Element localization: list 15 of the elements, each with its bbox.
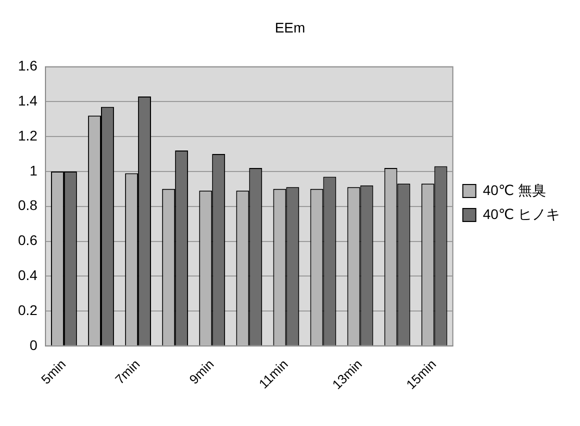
y-tick-label: 0.2 [18, 302, 38, 318]
chart-title: EEm [274, 19, 306, 36]
x-tick-label: 5min [38, 356, 69, 388]
y-tick-label: 1.6 [18, 58, 38, 74]
y-tick-label: 0.8 [18, 197, 38, 214]
legend-label: 40℃ 無臭 [482, 182, 546, 198]
y-tick-label: 0 [30, 336, 38, 353]
y-tick-label: 1.2 [18, 127, 38, 144]
y-tick-label: 0.4 [18, 267, 38, 284]
x-tick-label: 9min [186, 356, 217, 388]
y-tick-label: 1 [30, 162, 38, 178]
x-tick-label: 7min [112, 356, 143, 388]
legend-label: 40℃ ヒノキ [482, 206, 560, 222]
y-tick-label: 1.4 [18, 92, 38, 109]
y-tick-label: 0.6 [18, 232, 38, 248]
